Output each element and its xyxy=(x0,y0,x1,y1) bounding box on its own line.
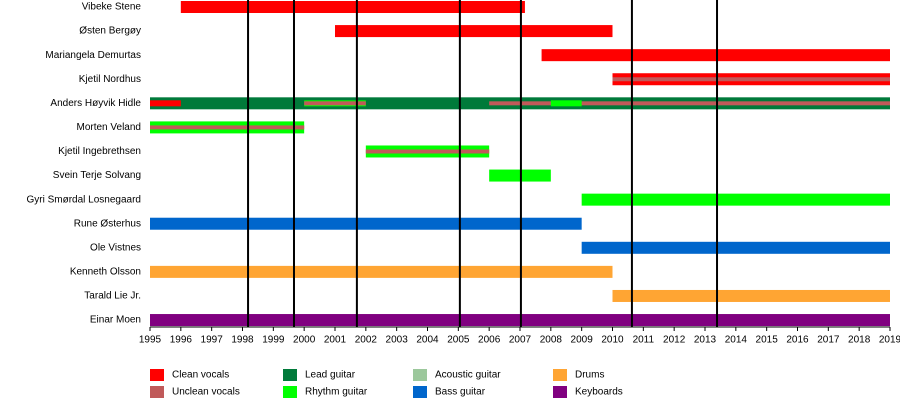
x-tick-label: 2004 xyxy=(416,335,439,346)
tenure-bar xyxy=(581,241,890,254)
tenure-bar xyxy=(335,25,613,38)
x-tick-label: 2002 xyxy=(355,335,378,346)
tenure-bar xyxy=(612,77,890,82)
tenure-bar xyxy=(304,101,366,106)
member-label: Svein Terje Solvang xyxy=(53,170,141,181)
member-label: Einar Moen xyxy=(90,315,141,326)
tenure-bar xyxy=(150,125,305,130)
legend-label: Unclean vocals xyxy=(172,387,240,398)
legend-label: Lead guitar xyxy=(305,370,356,381)
x-tick-label: 2019 xyxy=(879,335,900,346)
member-label: Rune Østerhus xyxy=(74,218,141,229)
tenure-bar xyxy=(612,289,890,302)
member-label: Kjetil Ingebrethsen xyxy=(58,146,141,157)
legend-swatch xyxy=(413,386,427,398)
x-tick-label: 2000 xyxy=(293,335,316,346)
legend-swatch xyxy=(150,386,164,398)
member-label: Vibeke Stene xyxy=(82,2,142,13)
member-label: Anders Høyvik Hidle xyxy=(50,98,141,109)
x-tick-label: 2014 xyxy=(725,335,748,346)
x-tick-label: 1997 xyxy=(201,335,224,346)
legend-swatch xyxy=(283,386,297,398)
x-tick-label: 2005 xyxy=(447,335,470,346)
x-tick-label: 2017 xyxy=(817,335,840,346)
x-tick-label: 2015 xyxy=(756,335,779,346)
x-tick-label: 2018 xyxy=(848,335,871,346)
x-tick-label: 2001 xyxy=(324,335,347,346)
legend-label: Drums xyxy=(575,370,604,381)
member-label: Ole Vistnes xyxy=(90,242,141,253)
member-label: Kenneth Olsson xyxy=(70,267,141,278)
legend-swatch xyxy=(150,369,164,381)
x-tick-label: 2013 xyxy=(694,335,717,346)
x-tick-label: 2003 xyxy=(386,335,409,346)
member-label: Tarald Lie Jr. xyxy=(84,291,141,302)
tenure-bar xyxy=(550,100,582,107)
x-tick-label: 2011 xyxy=(633,335,655,346)
tenure-bar xyxy=(489,101,890,106)
tenure-bar xyxy=(180,1,525,13)
x-tick-label: 2009 xyxy=(571,335,594,346)
x-tick-label: 2007 xyxy=(509,335,532,346)
tenure-bar xyxy=(150,265,613,278)
member-label: Gyri Smørdal Losnegaard xyxy=(27,194,142,205)
member-label: Østen Bergøy xyxy=(79,26,141,37)
tenure-bar xyxy=(581,193,890,206)
member-label: Kjetil Nordhus xyxy=(79,74,141,85)
member-label: Morten Veland xyxy=(77,122,142,133)
legend-swatch xyxy=(283,369,297,381)
x-tick-label: 2010 xyxy=(601,335,624,346)
x-tick-label: 1998 xyxy=(231,335,254,346)
legend-label: Clean vocals xyxy=(172,370,229,381)
x-tick-label: 2006 xyxy=(478,335,501,346)
legend-label: Keyboards xyxy=(575,387,623,398)
tenure-bar xyxy=(541,49,890,62)
legend-label: Bass guitar xyxy=(435,387,486,398)
tenure-bar xyxy=(365,149,490,154)
x-tick-label: 1996 xyxy=(170,335,193,346)
member-label: Mariangela Demurtas xyxy=(45,50,141,61)
tenure-bar xyxy=(150,100,181,107)
x-tick-label: 2016 xyxy=(786,335,809,346)
x-tick-label: 2012 xyxy=(663,335,686,346)
legend-swatch xyxy=(553,369,567,381)
x-tick-label: 1999 xyxy=(262,335,285,346)
legend-label: Rhythm guitar xyxy=(305,387,368,398)
legend-swatch xyxy=(553,386,567,398)
x-tick-label: 2008 xyxy=(540,335,563,346)
legend-swatch xyxy=(413,369,427,381)
legend-label: Acoustic guitar xyxy=(435,370,501,381)
x-tick-label: 1995 xyxy=(139,335,162,346)
tenure-bar xyxy=(150,217,582,230)
